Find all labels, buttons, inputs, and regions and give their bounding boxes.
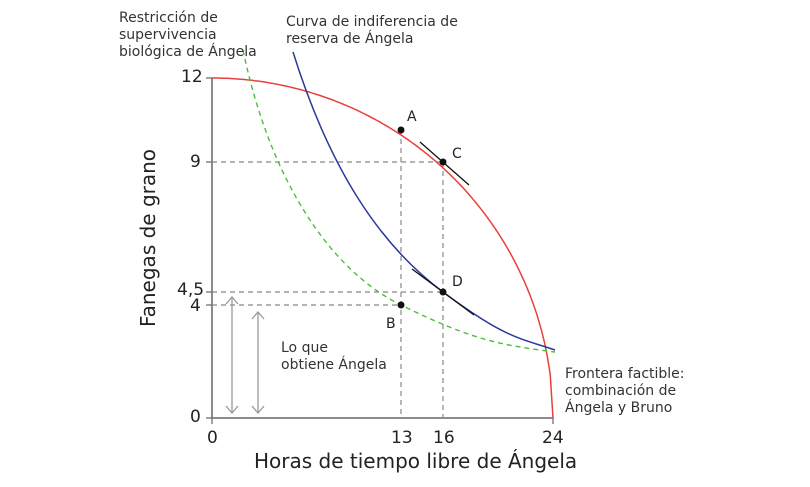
x-axis-label: Horas de tiempo libre de Ángela xyxy=(254,449,578,473)
arrow-b-head-bottom xyxy=(251,405,265,414)
point-a xyxy=(397,126,405,134)
y-tick-label-9: 9 xyxy=(190,152,201,172)
point-c xyxy=(439,158,447,166)
point-d-label: D xyxy=(452,274,463,290)
y-tick-label-12: 12 xyxy=(181,67,203,87)
angela-gets-label: Lo que obtiene Ángela xyxy=(281,340,387,373)
point-b xyxy=(397,301,405,309)
x-tick-label-0: 0 xyxy=(207,428,218,448)
x-tick-label-13: 13 xyxy=(391,428,413,448)
y-tick-label-0: 0 xyxy=(190,407,201,427)
arrow-b-head-top xyxy=(251,311,265,320)
arrow-d-head-bottom xyxy=(225,405,239,414)
y-tick-label-4: 4 xyxy=(190,296,201,316)
x-tick-label-24: 24 xyxy=(542,428,564,448)
point-c-label: C xyxy=(452,146,462,162)
arrow-d-head-top xyxy=(225,296,239,305)
reservation-indifference-curve xyxy=(292,51,556,351)
survival-constraint-curve xyxy=(242,49,556,353)
indifference-curve-label: Curva de indiferencia de reserva de Ánge… xyxy=(286,14,458,47)
feasible-frontier-curve xyxy=(212,77,554,419)
y-axis-label: Fanegas de grano xyxy=(136,148,160,328)
frontier-label: Frontera factible: combinación de Ángela… xyxy=(565,366,685,416)
point-b-label: B xyxy=(386,316,396,332)
survival-constraint-label: Restricción de supervivencia biológica d… xyxy=(119,10,257,60)
y-tick-label-4-5: 4,5 xyxy=(177,280,205,300)
x-tick-label-16: 16 xyxy=(433,428,455,448)
point-a-label: A xyxy=(407,109,417,125)
point-d xyxy=(439,288,447,296)
